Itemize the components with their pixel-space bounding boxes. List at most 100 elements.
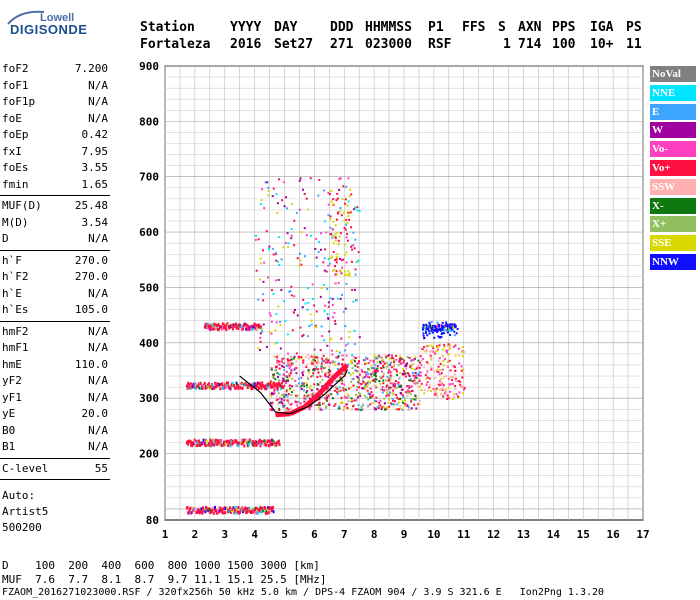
echo-point [266,181,269,184]
trace-mark [271,505,274,509]
trace-mark [242,440,245,444]
echo-point [347,212,350,215]
trace-mark [189,386,192,390]
trace-mark [257,323,260,327]
echo-point [307,369,310,372]
echo-point [342,211,345,214]
echo-point [445,388,448,391]
echo-point [442,384,445,387]
echo-point [325,358,328,361]
echo-point [445,349,448,352]
header-label: P1 [428,20,444,35]
trace-mark [204,444,207,448]
param-name: foE [2,111,22,125]
echo-point [280,394,283,397]
trace-mark [239,383,242,387]
echo-point [348,387,351,390]
echo-point [393,363,396,366]
echo-point [310,392,313,395]
echo-point [419,361,422,364]
echo-point [335,350,338,353]
echo-point [330,337,333,340]
echo-point [334,389,337,392]
param-value: 20.0 [81,407,109,420]
param-row: h`Es 105.0 [2,303,108,318]
echo-point [290,372,293,375]
echo-point [302,361,305,364]
trace-mark [221,382,224,386]
trace-mark [210,387,213,391]
echo-point [298,208,301,211]
echo-point [272,187,275,190]
echo-point [280,397,283,400]
echo-point [371,394,374,397]
echo-point [275,193,278,196]
echo-point [350,397,353,400]
echo-point [283,369,286,372]
echo-point [447,377,450,380]
echo-point [352,384,355,387]
echo-point [300,384,303,387]
echo-point [337,363,340,366]
trace-mark [453,323,456,327]
echo-point [259,203,262,206]
trace-mark [202,383,205,387]
echo-point [345,273,348,276]
echo-point [292,311,295,314]
echo-point [425,382,428,385]
trace-mark [266,385,269,389]
echo-point [404,399,407,402]
echo-point [268,331,271,334]
param-row: yF1 N/A [2,391,108,406]
echo-point [287,393,290,396]
echo-point [369,379,372,382]
echo-point [332,198,335,201]
echo-point [277,202,280,205]
echo-point [357,386,360,389]
echo-point [358,336,361,339]
echo-point [462,368,465,371]
echo-point [315,361,318,364]
echo-point [281,365,284,368]
trace-mark [429,327,432,331]
echo-point [336,192,339,195]
echo-point [457,395,460,398]
echo-point [344,371,347,374]
trace-mark [185,384,188,388]
echo-point [343,407,346,410]
echo-point [429,323,432,326]
trace-mark [216,442,219,446]
echo-point [366,375,369,378]
echo-point [323,269,326,272]
legend-entry: NNW [650,254,696,270]
echo-point [397,384,400,387]
echo-point [282,300,285,303]
header-label: DAY [274,20,298,35]
legend-entry: Vo+ [650,160,696,176]
echo-point [320,365,323,368]
echo-point [432,350,435,353]
trace-mark [208,324,211,328]
trace-mark [265,511,268,515]
echo-point [385,408,388,411]
echo-point [270,289,273,292]
echo-point [339,269,342,272]
echo-point [327,203,330,206]
echo-point [459,383,462,386]
trace-mark [204,323,207,327]
echo-point [259,340,262,343]
echo-point [379,404,382,407]
trace-mark [215,384,218,388]
echo-point [276,341,279,344]
trace-mark [210,444,213,448]
trace-mark [194,444,197,448]
trace-mark [273,440,276,444]
echo-point [425,349,428,352]
echo-point [383,397,386,400]
echo-point [269,401,272,404]
echo-point [438,373,441,376]
header-value: 023000 [365,37,412,52]
trace-mark [245,511,248,515]
echo-point [347,270,350,273]
